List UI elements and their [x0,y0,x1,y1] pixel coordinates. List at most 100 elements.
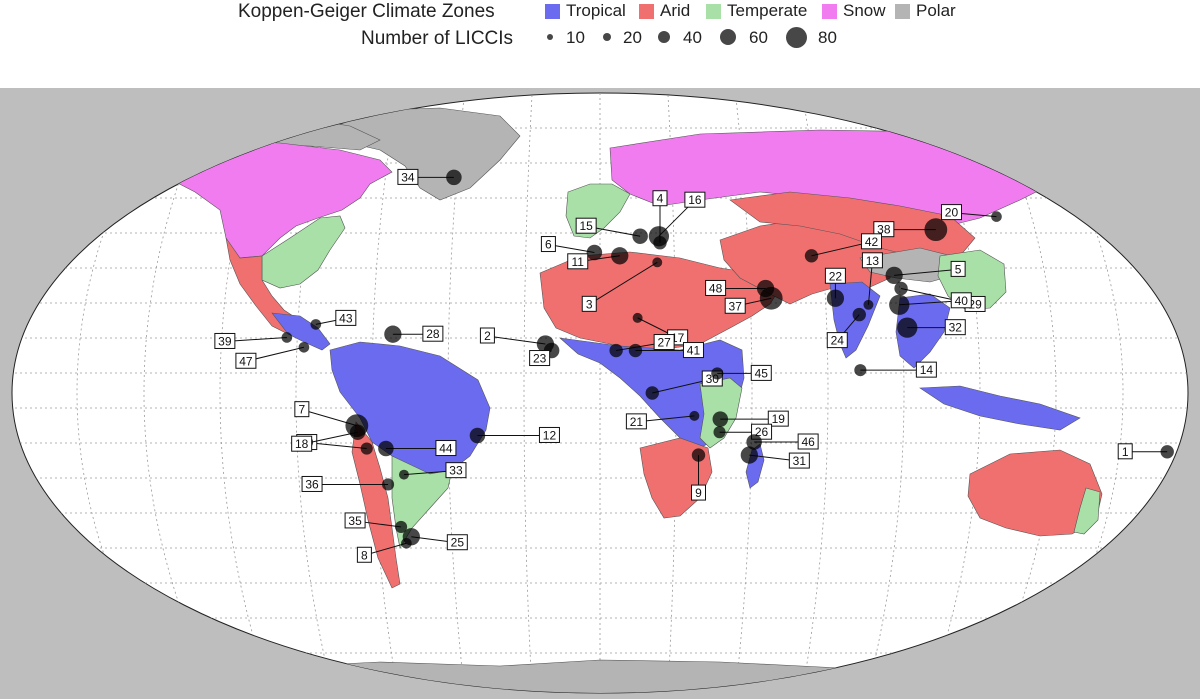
site-bubble[interactable] [381,478,395,491]
size-dot-60 [720,29,736,45]
site-33[interactable]: 33 [399,462,467,480]
site-bubble[interactable] [360,442,373,455]
site-bubble[interactable] [691,448,706,462]
site-30[interactable]: 30 [645,370,723,400]
site-label-box [684,191,706,208]
site-bubble[interactable] [894,281,908,296]
site-bubble[interactable] [399,469,409,480]
site-bubble[interactable] [826,289,845,307]
site-37[interactable]: 37 [724,286,783,314]
site-36[interactable]: 36 [301,475,395,492]
site-bubble[interactable] [609,343,623,358]
site-bubble[interactable] [281,332,293,343]
site-46[interactable]: 46 [746,433,819,450]
site-31[interactable]: 31 [740,446,810,469]
site-32[interactable]: 32 [897,317,966,338]
site-5[interactable]: 5 [885,260,966,285]
site-3[interactable]: 3 [581,257,663,312]
site-bubble[interactable] [349,424,366,440]
site-42[interactable]: 42 [804,233,882,263]
site-bubble[interactable] [310,319,322,330]
site-bubble[interactable] [648,226,670,247]
site-21[interactable]: 21 [625,410,700,430]
site-bubble[interactable] [740,446,758,464]
site-bubble[interactable] [991,211,1002,222]
site-14[interactable]: 14 [854,361,937,378]
site-bubble[interactable] [384,325,402,343]
site-bubble[interactable] [298,341,310,353]
site-24[interactable]: 24 [826,307,866,349]
site-16[interactable]: 16 [648,191,706,247]
site-1[interactable]: 1 [1117,443,1174,460]
site-bubble[interactable] [395,520,408,533]
site-bubble[interactable] [852,307,866,322]
zone-label-temperate: Temperate [727,1,808,20]
site-12[interactable]: 12 [469,426,560,444]
site-label-box [356,546,372,563]
zone-swatch-snow [822,4,837,19]
site-bubble[interactable] [1160,445,1174,459]
site-label-text: 48 [709,281,723,295]
site-15[interactable]: 15 [575,217,648,244]
site-27[interactable]: 27 [609,334,675,358]
site-35[interactable]: 35 [344,512,408,533]
site-bubble[interactable] [746,434,762,450]
site-label-box [575,217,597,234]
site-bubble[interactable] [632,312,643,323]
site-bubble[interactable] [611,247,629,265]
size-label-20: 20 [623,28,642,47]
site-bubble[interactable] [889,294,910,315]
site-bubble[interactable] [402,528,420,546]
site-label-text: 16 [688,193,702,207]
site-19[interactable]: 19 [712,410,789,427]
site-25[interactable]: 25 [402,528,468,551]
site-34[interactable]: 34 [397,168,462,186]
site-bubble[interactable] [628,343,643,358]
site-bubble[interactable] [689,410,700,421]
site-6[interactable]: 6 [540,236,603,261]
site-bubble[interactable] [712,411,729,427]
site-bubble[interactable] [854,364,867,377]
site-40[interactable]: 40 [889,292,972,315]
licci-site-markers: 1234567891011121314151617181920212223242… [214,168,1174,563]
zone-label-tropical: Tropical [566,1,626,20]
site-bubble[interactable] [713,426,726,439]
site-45[interactable]: 45 [711,364,772,381]
site-bubble[interactable] [446,169,462,186]
site-11[interactable]: 11 [567,247,629,270]
site-label-text: 5 [955,262,962,276]
site-bubble[interactable] [645,386,659,400]
site-bubble[interactable] [586,244,603,261]
site-41[interactable]: 41 [628,342,704,359]
site-bubble[interactable] [652,257,663,268]
site-bubble[interactable] [711,367,724,380]
site-22[interactable]: 22 [824,267,846,307]
site-23[interactable]: 23 [529,342,560,367]
size-dot-20 [603,33,611,41]
site-43[interactable]: 43 [310,309,357,330]
site-39[interactable]: 39 [214,332,293,349]
site-bubble[interactable] [863,299,874,310]
site-bubble[interactable] [378,440,394,457]
site-label-text: 38 [877,223,891,237]
site-bubble[interactable] [804,249,819,263]
site-38[interactable]: 38 [873,218,948,242]
site-bubble[interactable] [924,218,948,242]
site-20[interactable]: 20 [940,204,1002,222]
site-label-box [860,233,882,250]
site-bubble[interactable] [632,228,648,244]
site-44[interactable]: 44 [378,440,457,457]
site-2[interactable]: 2 [479,327,555,353]
site-48[interactable]: 48 [705,279,775,298]
site-13[interactable]: 13 [861,252,883,310]
site-9[interactable]: 9 [690,448,706,501]
greenland [329,107,521,201]
site-18[interactable]: 18 [291,424,366,452]
site-bubble[interactable] [469,427,486,444]
site-label-text: 18 [295,437,309,451]
site-bubble[interactable] [756,279,775,298]
site-28[interactable]: 28 [384,325,444,343]
site-47[interactable]: 47 [235,341,310,369]
site-bubble[interactable] [885,266,903,285]
site-bubble[interactable] [897,317,918,338]
